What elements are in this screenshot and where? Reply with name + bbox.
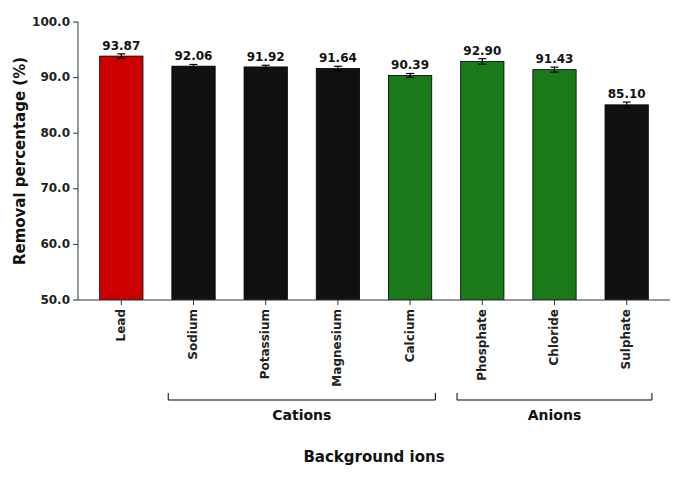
error-cap xyxy=(406,73,414,74)
y-tick xyxy=(73,300,78,301)
error-cap xyxy=(478,58,486,59)
error-cap xyxy=(334,70,342,71)
y-tick xyxy=(73,22,78,23)
x-tick-label: Magnesium xyxy=(330,309,344,387)
bar xyxy=(244,67,287,300)
y-tick-label: 70.0 xyxy=(40,181,70,195)
error-bar xyxy=(478,59,486,65)
x-axis-title: Background ions xyxy=(303,448,444,466)
x-tick xyxy=(193,300,194,305)
x-tick-label: Sodium xyxy=(186,309,200,360)
x-tick xyxy=(337,300,338,305)
error-stem xyxy=(626,102,627,108)
bracket-line xyxy=(168,400,435,401)
y-tick-label: 60.0 xyxy=(40,237,70,251)
error-cap xyxy=(550,72,558,73)
data-label: 90.39 xyxy=(391,58,429,72)
y-tick xyxy=(73,244,78,245)
group-bracket xyxy=(168,393,435,400)
bar xyxy=(605,105,648,300)
x-tick-label: Phosphate xyxy=(475,309,489,381)
error-cap xyxy=(190,67,198,68)
error-bar xyxy=(334,66,342,70)
data-label: 91.92 xyxy=(247,50,285,64)
y-tick xyxy=(73,133,78,134)
y-axis-title: Removal percentage (%) xyxy=(11,57,29,265)
x-tick xyxy=(121,300,122,305)
bracket-end xyxy=(651,393,652,400)
y-axis xyxy=(78,22,79,300)
y-tick-label: 100.0 xyxy=(32,15,70,29)
bracket-end xyxy=(168,393,169,400)
x-tick-label: Lead xyxy=(114,309,128,341)
bracket-end xyxy=(457,393,458,400)
error-cap xyxy=(623,107,631,108)
y-tick xyxy=(73,188,78,189)
x-tick xyxy=(410,300,411,305)
group-label: Cations xyxy=(272,407,331,423)
error-stem xyxy=(482,59,483,65)
group-bracket xyxy=(457,393,652,400)
error-cap xyxy=(262,68,270,69)
x-tick-label: Sulphate xyxy=(619,309,633,369)
data-label: 92.90 xyxy=(463,44,501,58)
error-cap xyxy=(406,77,414,78)
x-tick-label: Calcium xyxy=(403,309,417,362)
error-bar xyxy=(550,67,558,72)
bar xyxy=(100,56,143,300)
bar xyxy=(172,66,215,300)
error-cap xyxy=(550,67,558,68)
x-tick-label: Potassium xyxy=(258,309,272,379)
error-bar xyxy=(262,65,270,68)
error-bar xyxy=(190,64,198,67)
error-cap xyxy=(117,53,125,54)
error-bar xyxy=(117,54,125,58)
data-label: 93.87 xyxy=(102,39,140,53)
bracket-line xyxy=(457,400,652,401)
bars xyxy=(100,54,649,300)
x-tick xyxy=(626,300,627,305)
bracket-end xyxy=(435,393,436,400)
x-tick-label: Chloride xyxy=(547,309,561,365)
error-stem xyxy=(554,67,555,72)
bar xyxy=(533,70,576,300)
error-cap xyxy=(478,64,486,65)
error-cap xyxy=(334,66,342,67)
data-label: 85.10 xyxy=(608,87,646,101)
y-tick-label: 80.0 xyxy=(40,126,70,140)
data-label: 91.64 xyxy=(319,51,357,65)
error-cap xyxy=(190,64,198,65)
bar xyxy=(461,61,504,300)
y-tick xyxy=(73,77,78,78)
error-stem xyxy=(121,54,122,58)
x-axis xyxy=(78,300,670,301)
y-tick-label: 90.0 xyxy=(40,70,70,84)
bar xyxy=(316,68,359,300)
bar xyxy=(388,75,431,300)
error-bar xyxy=(623,102,631,108)
chart: 50.0 60.0 70.0 80.0 90.0 100.0 93.87 92.06 91.92… xyxy=(0,0,685,490)
error-stem xyxy=(337,66,338,70)
error-cap xyxy=(117,58,125,59)
y-tick-label: 50.0 xyxy=(40,293,70,307)
error-cap xyxy=(623,101,631,102)
data-label: 91.43 xyxy=(536,52,574,66)
x-tick xyxy=(482,300,483,305)
x-tick xyxy=(265,300,266,305)
data-label: 92.06 xyxy=(175,49,213,63)
x-tick xyxy=(554,300,555,305)
error-bar xyxy=(406,73,414,77)
error-cap xyxy=(262,65,270,66)
group-label: Anions xyxy=(528,407,582,423)
